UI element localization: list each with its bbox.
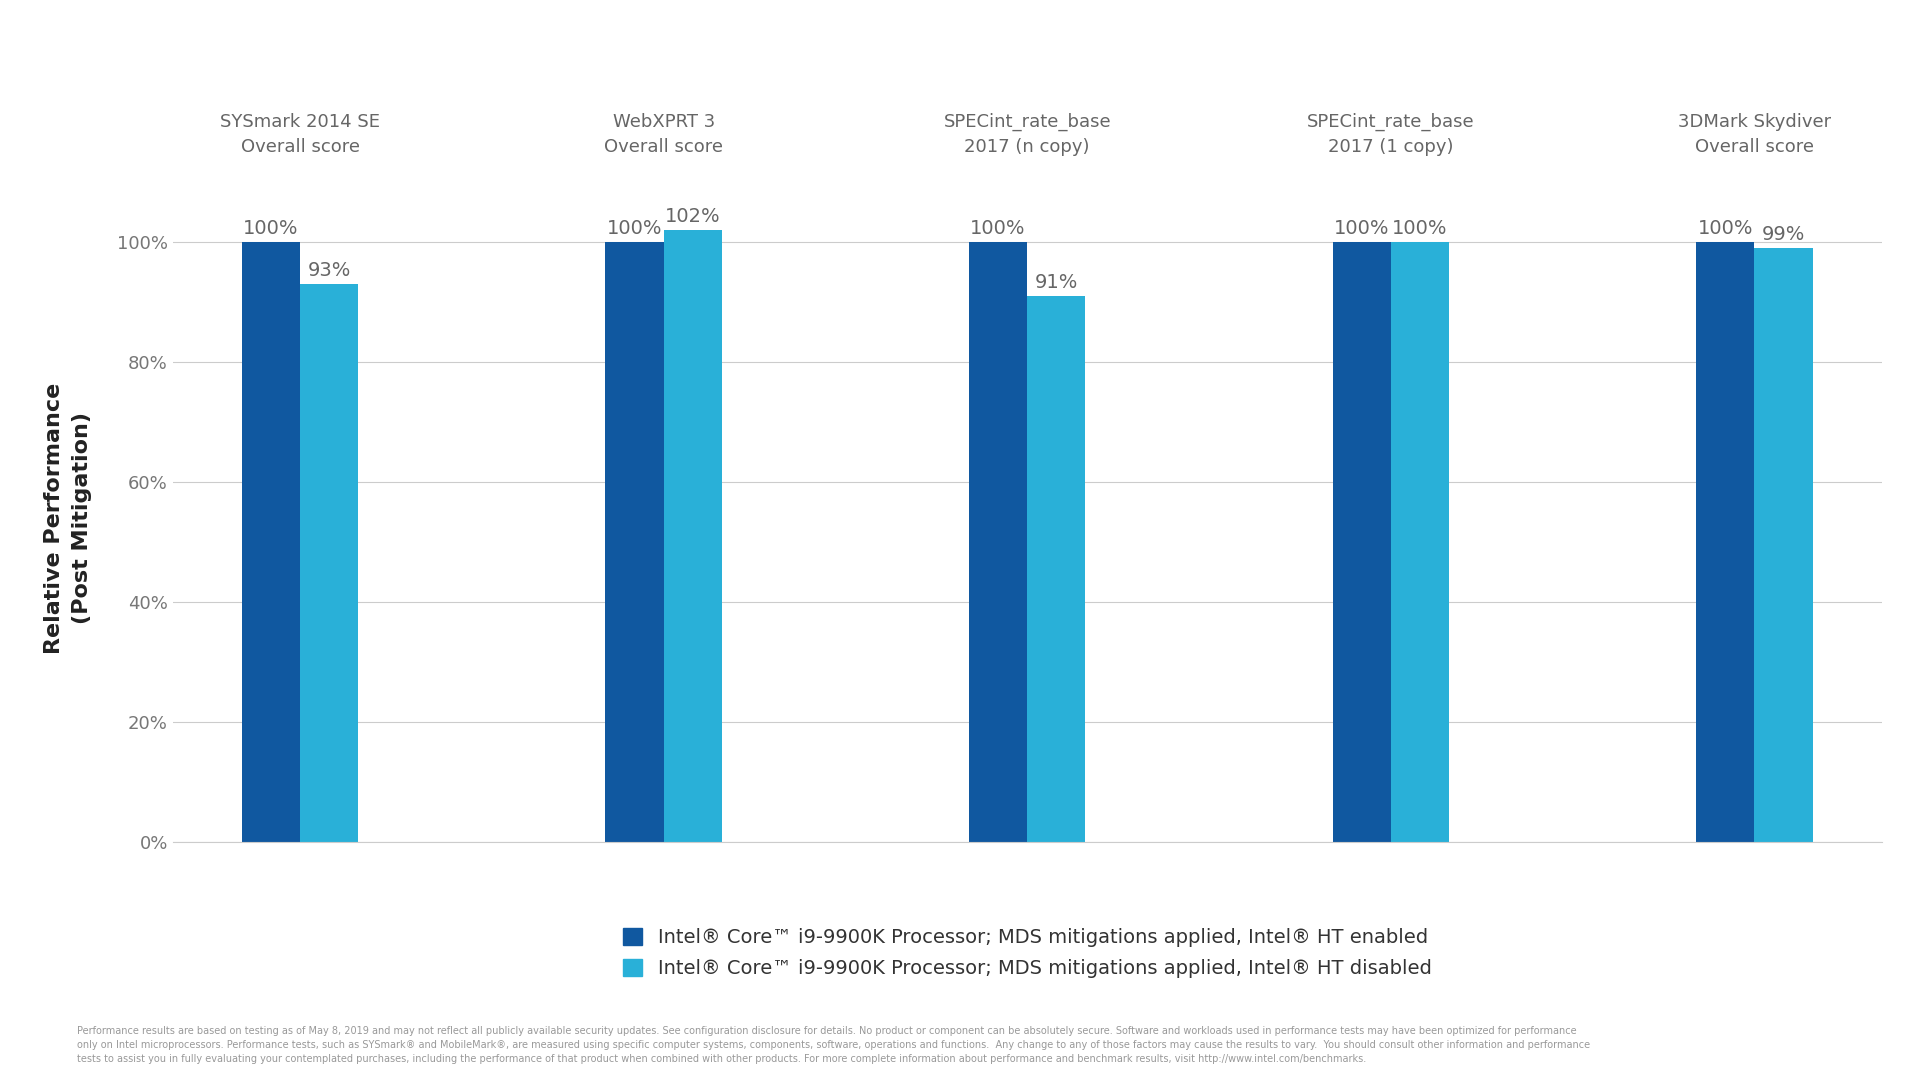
Text: 100%: 100% xyxy=(244,218,300,238)
Bar xyxy=(1755,248,1812,842)
Text: 100%: 100% xyxy=(1334,218,1390,238)
Text: SPECint_rate_base
2017 (1 copy): SPECint_rate_base 2017 (1 copy) xyxy=(1308,112,1475,156)
Bar xyxy=(970,242,1027,842)
Text: 100%: 100% xyxy=(1697,218,1753,238)
Text: 100%: 100% xyxy=(970,218,1025,238)
Bar xyxy=(605,242,664,842)
Text: 93%: 93% xyxy=(307,260,351,280)
Bar xyxy=(1695,242,1755,842)
Text: 100%: 100% xyxy=(1392,218,1448,238)
Bar xyxy=(242,242,300,842)
Text: 3DMark Skydiver
Overall score: 3DMark Skydiver Overall score xyxy=(1678,112,1832,156)
Text: 102%: 102% xyxy=(664,206,720,226)
Text: 99%: 99% xyxy=(1763,225,1805,244)
Text: 91%: 91% xyxy=(1035,272,1077,292)
Bar xyxy=(1027,296,1085,842)
Text: SYSmark 2014 SE
Overall score: SYSmark 2014 SE Overall score xyxy=(221,112,380,156)
Bar xyxy=(1390,242,1450,842)
Y-axis label: Relative Performance
(Post Mitigation): Relative Performance (Post Mitigation) xyxy=(44,382,92,654)
Bar xyxy=(300,284,359,842)
Legend: Intel® Core™ i9-9900K Processor; MDS mitigations applied, Intel® HT enabled, Int: Intel® Core™ i9-9900K Processor; MDS mit… xyxy=(614,920,1440,986)
Text: Performance results are based on testing as of May 8, 2019 and may not reflect a: Performance results are based on testing… xyxy=(77,1026,1590,1064)
Text: 100%: 100% xyxy=(607,218,662,238)
Text: SPECint_rate_base
2017 (n copy): SPECint_rate_base 2017 (n copy) xyxy=(943,112,1112,156)
Text: WebXPRT 3
Overall score: WebXPRT 3 Overall score xyxy=(605,112,724,156)
Bar xyxy=(1332,242,1390,842)
Bar xyxy=(664,230,722,842)
